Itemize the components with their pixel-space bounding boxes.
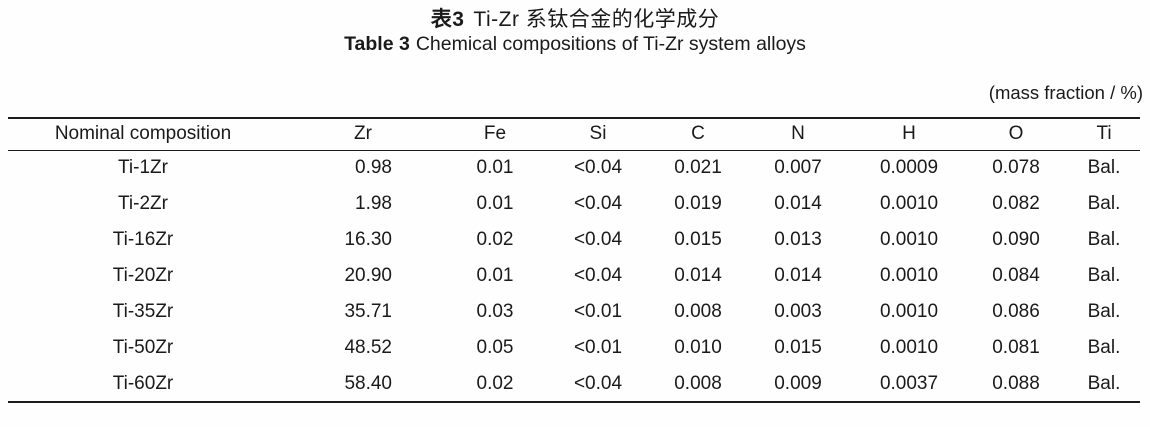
table-row: Ti-1Zr 0.98 0.01 <0.04 0.021 0.007 0.000…: [8, 150, 1140, 186]
table-row: Ti-60Zr 58.40 0.02 <0.04 0.008 0.009 0.0…: [8, 366, 1140, 402]
cell-h: 0.0037: [879, 372, 939, 394]
cell-si: <0.01: [573, 301, 623, 322]
col-header-ti: Ti: [1096, 123, 1112, 145]
cell-c: 0.008: [674, 301, 722, 322]
cell-zr: 16.30: [344, 229, 392, 250]
cell-si: <0.04: [573, 193, 623, 214]
cell-o: 0.082: [992, 193, 1040, 214]
cell-zr: 58.40: [344, 372, 392, 394]
cell-ti: Bal.: [1087, 265, 1121, 286]
cell-fe: 0.01: [476, 265, 514, 286]
cell-zr: 0.98: [355, 157, 392, 179]
row-label: Ti-1Zr: [118, 157, 168, 179]
cell-h: 0.0010: [879, 337, 939, 358]
table-caption-chinese-label: 表3: [430, 8, 465, 31]
composition-table: Nominal composition Zr Fe Si C N H O Ti …: [8, 117, 1140, 403]
cell-fe: 0.05: [476, 337, 514, 358]
cell-o: 0.084: [992, 265, 1040, 286]
cell-h: 0.0010: [879, 301, 939, 322]
table-caption-chinese: 表3 Ti-Zr 系钛合金的化学成分: [0, 3, 1150, 33]
col-header-n: N: [791, 123, 805, 145]
cell-fe: 0.03: [476, 301, 514, 322]
cell-c: 0.021: [674, 157, 722, 179]
cell-o: 0.090: [992, 229, 1040, 250]
cell-h: 0.0009: [879, 157, 939, 179]
cell-si: <0.01: [573, 337, 623, 358]
table-row: Ti-2Zr 1.98 0.01 <0.04 0.019 0.014 0.001…: [8, 186, 1140, 222]
cell-o: 0.088: [992, 372, 1040, 394]
col-header-c: C: [691, 123, 705, 145]
cell-o: 0.081: [992, 337, 1040, 358]
unit-note: (mass fraction / %): [988, 82, 1143, 103]
cell-ti: Bal.: [1087, 301, 1121, 322]
cell-si: <0.04: [573, 229, 623, 250]
row-label: Ti-20Zr: [112, 265, 174, 286]
cell-h: 0.0010: [879, 229, 939, 250]
cell-c: 0.010: [674, 337, 722, 358]
cell-fe: 0.01: [476, 157, 514, 179]
cell-n: 0.014: [774, 265, 822, 286]
row-label: Ti-16Zr: [112, 229, 174, 250]
cell-ti: Bal.: [1087, 372, 1121, 394]
cell-c: 0.015: [674, 229, 722, 250]
row-label: Ti-60Zr: [112, 372, 174, 394]
table-row: Ti-50Zr 48.52 0.05 <0.01 0.010 0.015 0.0…: [8, 330, 1140, 366]
cell-fe: 0.01: [476, 193, 514, 214]
cell-ti: Bal.: [1087, 193, 1121, 214]
table-caption-english-title: Chemical compositions of Ti-Zr system al…: [415, 33, 806, 55]
cell-c: 0.019: [674, 193, 722, 214]
row-label: Ti-35Zr: [112, 301, 174, 322]
cell-ti: Bal.: [1087, 337, 1121, 358]
table-row: Ti-16Zr 16.30 0.02 <0.04 0.015 0.013 0.0…: [8, 222, 1140, 258]
cell-fe: 0.02: [476, 229, 514, 250]
cell-h: 0.0010: [879, 265, 939, 286]
col-header-o: O: [1008, 123, 1024, 145]
row-label: Ti-2Zr: [118, 193, 168, 214]
cell-zr: 48.52: [344, 337, 392, 358]
cell-zr: 20.90: [344, 265, 392, 286]
cell-ti: Bal.: [1087, 157, 1121, 179]
col-header-zr: Zr: [354, 123, 372, 145]
header-row: Nominal composition Zr Fe Si C N H O Ti: [8, 118, 1140, 150]
cell-n: 0.009: [774, 372, 822, 394]
cell-c: 0.008: [674, 372, 722, 394]
cell-zr: 1.98: [355, 193, 392, 214]
cell-n: 0.014: [774, 193, 822, 214]
cell-fe: 0.02: [476, 372, 514, 394]
table-caption-chinese-title: Ti-Zr 系钛合金的化学成分: [473, 8, 720, 31]
col-header-fe: Fe: [483, 123, 507, 145]
cell-h: 0.0010: [879, 193, 939, 214]
cell-n: 0.007: [774, 157, 822, 179]
cell-zr: 35.71: [344, 301, 392, 322]
cell-si: <0.04: [573, 157, 623, 179]
table-caption-english: Table 3 Chemical compositions of Ti-Zr sy…: [0, 33, 1150, 56]
cell-si: <0.04: [573, 372, 623, 394]
cell-n: 0.003: [774, 301, 822, 322]
cell-c: 0.014: [674, 265, 722, 286]
cell-ti: Bal.: [1087, 229, 1121, 250]
cell-o: 0.078: [992, 157, 1040, 179]
table-row: Ti-20Zr 20.90 0.01 <0.04 0.014 0.014 0.0…: [8, 258, 1140, 294]
table-caption-english-label: Table 3: [344, 33, 410, 55]
table-row: Ti-35Zr 35.71 0.03 <0.01 0.008 0.003 0.0…: [8, 294, 1140, 330]
col-header-nominal-composition: Nominal composition: [54, 123, 232, 145]
row-label: Ti-50Zr: [112, 337, 174, 358]
cell-n: 0.015: [774, 337, 822, 358]
cell-n: 0.013: [774, 229, 822, 250]
cell-o: 0.086: [992, 301, 1040, 322]
col-header-h: H: [902, 123, 916, 145]
col-header-si: Si: [589, 123, 607, 145]
cell-si: <0.04: [573, 265, 623, 286]
